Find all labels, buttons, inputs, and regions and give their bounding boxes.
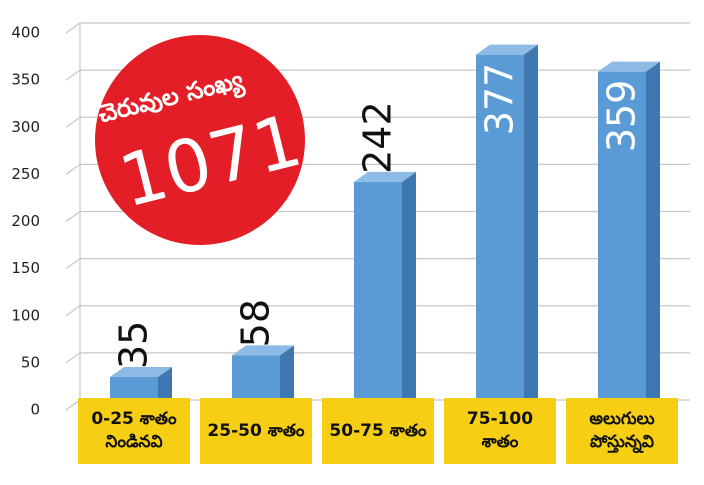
bar-side [402,171,416,410]
category-label: 50-75 శాతం [322,398,434,464]
y-tick-label: 300 [11,118,40,136]
category-label: అలుగులు పోస్తున్నవి [566,398,678,464]
category-label: 0-25 శాతం నిండినవి [78,398,190,464]
bar-top [110,367,172,378]
y-tick-label: 200 [11,212,40,230]
value-label: 359 [600,80,644,153]
bar-top [598,61,660,72]
category-label: 25-50 శాతం [200,398,312,464]
grid-line-depth [65,352,81,364]
bar-top [354,171,416,182]
value-label: 242 [356,101,400,174]
y-tick-label: 350 [11,71,40,89]
y-tick-label: 0 [30,401,40,419]
value-label: 35 [112,321,156,369]
bar [598,71,646,410]
value-label: 377 [478,63,522,136]
y-tick-label: 150 [11,259,40,277]
value-label: 58 [234,299,278,347]
y-tick-label: 50 [21,353,40,371]
category-label: 75-100 శాతం [444,398,556,464]
bar-side [280,345,294,410]
bar-top [476,44,538,55]
bar-side [646,61,660,410]
y-tick-label: 250 [11,165,40,183]
grid-line-depth [65,258,81,270]
bar [354,181,402,410]
y-tick-label: 100 [11,306,40,324]
badge-circle [95,35,305,245]
grid-line-depth [65,22,81,34]
grid-line-depth [65,211,81,222]
bar-side [524,44,538,411]
grid-line-depth [65,163,81,175]
bar [476,54,524,411]
grid-line-depth [65,399,81,411]
bar-top [232,345,294,356]
grid-line-depth [65,69,81,81]
grid-line-depth [65,305,81,317]
y-tick-label: 400 [11,24,40,42]
grid-line-depth [65,116,81,128]
